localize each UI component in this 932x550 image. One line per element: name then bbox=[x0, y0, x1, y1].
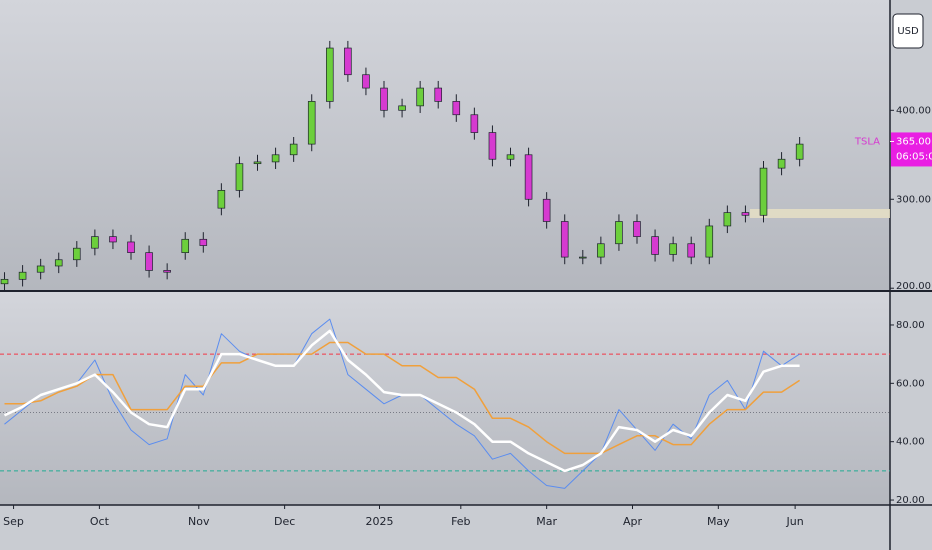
candle-body bbox=[109, 236, 117, 243]
x-tick-label: Feb bbox=[451, 515, 470, 528]
candle-body bbox=[18, 271, 27, 280]
x-tick-label: Nov bbox=[188, 515, 210, 528]
candle-body bbox=[398, 105, 406, 111]
candle-body bbox=[36, 265, 45, 273]
candle-body bbox=[560, 221, 569, 258]
last-price: 365.00 bbox=[896, 136, 931, 147]
x-tick-label: Oct bbox=[90, 515, 110, 528]
candle-body bbox=[416, 87, 424, 107]
candle-body bbox=[759, 167, 768, 216]
candle-body bbox=[199, 238, 208, 246]
candle-body bbox=[633, 221, 641, 237]
x-tick-label: Apr bbox=[623, 515, 643, 528]
candle-body bbox=[0, 278, 9, 285]
candle-body bbox=[127, 241, 135, 253]
price-axis bbox=[890, 0, 932, 550]
x-tick-label: Dec bbox=[274, 515, 295, 528]
time-axis bbox=[0, 505, 890, 550]
candle-body bbox=[579, 256, 587, 259]
y-tick-label: 200.00 bbox=[896, 281, 931, 292]
currency-button[interactable] bbox=[892, 13, 924, 49]
zone bbox=[750, 209, 890, 218]
y-tick-label: 40.00 bbox=[896, 437, 925, 448]
y-tick-label: 20.00 bbox=[896, 495, 925, 506]
price-label-box bbox=[891, 132, 932, 167]
candle-body bbox=[289, 143, 298, 156]
rsi-line bbox=[3, 329, 800, 473]
candle-body bbox=[741, 212, 750, 216]
y-tick-label: 60.00 bbox=[896, 378, 925, 389]
x-tick-label: May bbox=[707, 515, 730, 528]
symbol: TSLA bbox=[854, 136, 880, 147]
candle-body bbox=[597, 243, 605, 258]
candle-body bbox=[542, 198, 551, 222]
candle-body bbox=[380, 87, 388, 111]
candle-body bbox=[73, 247, 81, 261]
candle-body bbox=[651, 236, 659, 255]
candle-body bbox=[362, 74, 370, 89]
x-tick-label: Mar bbox=[536, 515, 557, 528]
candle-body bbox=[506, 154, 515, 160]
candle-body bbox=[615, 221, 623, 245]
candle-body bbox=[217, 190, 226, 209]
candle-body bbox=[253, 161, 262, 165]
price-pane bbox=[0, 0, 890, 290]
candle-body bbox=[795, 143, 804, 160]
plot: Sep Oct Nov Dec 2025 Feb Mar Apr May Jun TSLA 200.0… bbox=[0, 40, 932, 528]
candle-body bbox=[91, 236, 99, 249]
x-tick-label: Jun bbox=[786, 515, 804, 528]
candle-body bbox=[669, 243, 677, 255]
candle-body bbox=[488, 132, 497, 160]
x-tick-label: 2025 bbox=[365, 515, 393, 528]
candle-body bbox=[271, 154, 280, 163]
candle-body bbox=[326, 47, 334, 102]
candle-body bbox=[687, 243, 696, 258]
candle-body bbox=[452, 101, 461, 116]
countdown: 06:05:06 bbox=[896, 151, 932, 162]
y-tick-label: 80.00 bbox=[896, 320, 925, 331]
rsi-line bbox=[4, 341, 801, 455]
candle-body bbox=[235, 163, 244, 191]
y-tick-label: 300.00 bbox=[896, 194, 931, 205]
candle-body bbox=[181, 238, 190, 253]
currency: USD bbox=[897, 26, 919, 37]
candle-body bbox=[777, 158, 786, 169]
candle-body bbox=[470, 114, 479, 133]
x-tick-label: Sep bbox=[3, 515, 24, 528]
candle-body bbox=[54, 259, 63, 267]
candle-body bbox=[163, 270, 171, 273]
y-tick-label: 400.00 bbox=[896, 105, 931, 116]
candle-body bbox=[434, 87, 443, 102]
candle-body bbox=[723, 212, 732, 227]
candle-body bbox=[307, 101, 316, 145]
candle-body bbox=[524, 154, 533, 200]
candle-body bbox=[145, 252, 153, 271]
candle-body bbox=[705, 225, 714, 258]
candle-body bbox=[344, 47, 352, 76]
